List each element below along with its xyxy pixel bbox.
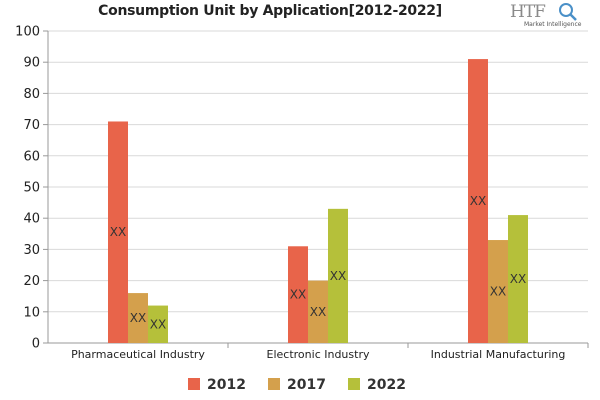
- y-tick-label: 10: [23, 305, 40, 320]
- legend-swatch-2022: [348, 378, 360, 390]
- magnifier-icon: [559, 3, 577, 21]
- data-label: XX: [490, 285, 506, 299]
- data-label: XX: [310, 305, 326, 319]
- legend-swatch-2012: [188, 378, 200, 390]
- bar-2017-1: [308, 280, 328, 343]
- gridlines: [48, 30, 588, 313]
- x-category-label: Pharmaceutical Industry: [71, 348, 205, 361]
- data-label: XX: [150, 317, 166, 331]
- y-tick-label: 90: [23, 56, 40, 71]
- data-label: XX: [130, 311, 146, 325]
- y-tick-label: 100: [15, 25, 40, 40]
- bar-2022-1: [328, 208, 348, 343]
- data-labels: XX XX XX XX XX XX XX XX XX: [110, 194, 526, 331]
- bar-2022-2: [508, 215, 528, 343]
- data-label: XX: [290, 288, 306, 302]
- bar-2017-2: [488, 240, 508, 343]
- bar-2012-2: [468, 59, 488, 344]
- y-tick-label: 80: [23, 87, 40, 102]
- bar-2022-0: [148, 305, 168, 343]
- y-tick-label: 40: [23, 212, 40, 227]
- legend-label-2017: 2017: [287, 377, 326, 393]
- legend-swatch-2017: [268, 378, 280, 390]
- data-label: XX: [330, 269, 346, 283]
- chart-title: Consumption Unit by Application[2012-202…: [98, 3, 442, 19]
- y-tick-label: 0: [32, 337, 40, 352]
- data-label: XX: [510, 272, 526, 286]
- legend: 2012 2017 2022: [188, 377, 406, 393]
- y-tick-label: 30: [23, 243, 40, 258]
- data-label: XX: [110, 225, 126, 239]
- logo-wordmark: HTF: [510, 2, 546, 22]
- bar-2012-1: [288, 246, 308, 343]
- data-label: XX: [470, 194, 486, 208]
- bar-2017-0: [128, 293, 148, 343]
- y-tick-label: 20: [23, 274, 40, 289]
- legend-label-2022: 2022: [367, 377, 406, 393]
- bar-2012-0: [108, 121, 128, 343]
- htf-logo: HTF Market Intelligence: [510, 2, 592, 30]
- bars: [108, 59, 528, 344]
- logo-tagline: Market Intelligence: [524, 21, 582, 28]
- y-tick-label: 70: [23, 118, 40, 133]
- y-tick-label: 60: [23, 149, 40, 164]
- y-tick-label: 50: [23, 181, 40, 196]
- x-category-label: Industrial Manufacturing: [431, 348, 566, 361]
- legend-label-2012: 2012: [207, 377, 246, 393]
- x-category-label: Electronic Industry: [267, 348, 370, 361]
